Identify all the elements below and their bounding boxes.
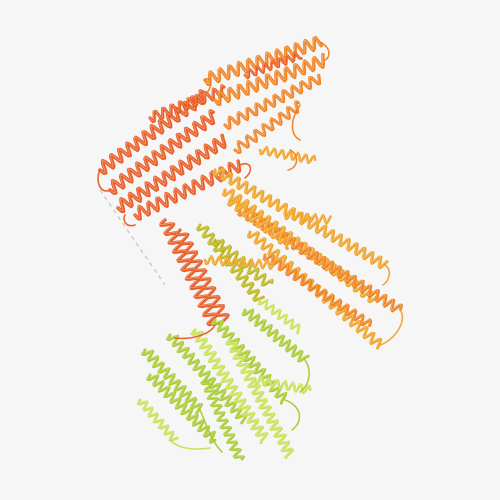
alpha-helix	[262, 253, 373, 327]
alpha-helix	[133, 159, 242, 221]
helix-highlight	[200, 379, 244, 459]
alpha-helix	[148, 84, 226, 124]
dashed-link-layer	[99, 189, 166, 286]
helix-highlight	[116, 134, 225, 212]
alpha-helix	[203, 255, 277, 270]
helix-highlight	[242, 308, 308, 361]
alpha-helix	[175, 228, 230, 323]
alpha-helix	[212, 167, 389, 270]
alpha-helix	[196, 223, 265, 302]
alpha-helix	[258, 145, 317, 165]
loop-segment	[284, 399, 301, 431]
alpha-helix	[257, 298, 301, 335]
alpha-helix	[243, 51, 303, 80]
helix-highlight	[98, 89, 204, 173]
alpha-helix	[190, 328, 269, 445]
loop-segment	[382, 264, 391, 286]
helix-highlight	[196, 224, 264, 301]
alpha-helix	[253, 375, 312, 395]
helix-layer	[98, 36, 403, 461]
alpha-helix	[223, 73, 321, 130]
loop-segment	[199, 409, 223, 453]
helix-highlight	[225, 339, 293, 458]
alpha-helix	[136, 398, 179, 442]
loop-segment	[287, 149, 298, 171]
helix-highlight	[148, 84, 224, 122]
helix-highlight	[234, 100, 299, 153]
loop-segment	[123, 214, 136, 227]
alpha-helix	[283, 210, 332, 225]
helix-highlight	[244, 51, 302, 78]
loop-segment	[169, 439, 211, 450]
helix-highlight	[203, 36, 322, 85]
helix-highlight	[133, 160, 240, 219]
helix-highlight	[213, 168, 387, 268]
helix-highlight	[108, 109, 214, 193]
loop-segment	[239, 162, 252, 179]
alpha-helix	[98, 89, 206, 175]
loop-segment	[299, 359, 310, 393]
loop-segment	[319, 41, 330, 61]
helix-highlight	[259, 145, 315, 163]
loop-segment	[204, 77, 212, 96]
loop-layer	[97, 41, 404, 453]
loop-segment	[174, 324, 216, 340]
alpha-helix	[200, 378, 245, 461]
helix-highlight	[146, 374, 215, 443]
alpha-helix	[203, 36, 323, 87]
helix-highlight	[204, 255, 276, 269]
alpha-helix	[141, 348, 203, 415]
alpha-helix	[225, 338, 294, 459]
helix-highlight	[190, 329, 267, 443]
alpha-helix	[227, 198, 291, 250]
helix-highlight	[284, 210, 331, 224]
helix-highlight	[263, 254, 371, 326]
loop-segment	[291, 104, 301, 141]
alpha-helix	[108, 109, 216, 195]
helix-highlight	[137, 399, 178, 441]
helix-highlight	[227, 199, 289, 249]
dashed-unresolved-link	[99, 189, 166, 286]
helix-highlight	[176, 228, 229, 321]
alpha-helix	[146, 373, 217, 444]
helix-highlight	[257, 299, 300, 333]
helix-highlight	[223, 74, 320, 128]
helix-highlight	[254, 375, 310, 393]
loop-segment	[379, 309, 404, 346]
loop-segment	[97, 169, 111, 192]
alpha-helix	[213, 52, 325, 106]
alpha-helix	[116, 133, 227, 214]
helix-highlight	[213, 53, 324, 105]
helix-highlight	[141, 349, 202, 413]
alpha-helix	[241, 308, 310, 363]
alpha-helix	[233, 100, 300, 154]
